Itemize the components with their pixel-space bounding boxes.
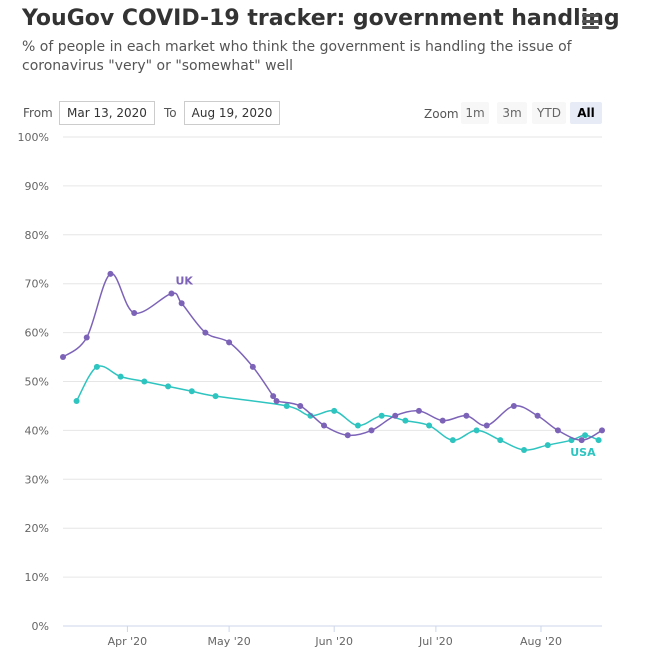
to-date-input[interactable]: Aug 19, 2020 xyxy=(184,101,280,125)
uk-data-point xyxy=(83,334,90,341)
from-label: From xyxy=(23,106,53,120)
uk-data-point xyxy=(178,300,185,307)
uk-data-point xyxy=(463,412,470,419)
uk-data-point xyxy=(344,432,351,439)
usa-data-point xyxy=(426,422,433,429)
zoom-ytd-button[interactable]: YTD xyxy=(532,102,566,124)
usa-data-point xyxy=(331,407,338,414)
usa-data-point xyxy=(378,412,385,419)
uk-data-point xyxy=(226,339,233,346)
y-tick-label: 30% xyxy=(25,473,49,486)
zoom-label: Zoom xyxy=(424,107,459,121)
usa-data-point xyxy=(283,402,290,409)
usa-data-point xyxy=(93,363,100,370)
uk-data-point xyxy=(483,422,490,429)
to-label: To xyxy=(164,106,177,120)
uk-data-point xyxy=(107,270,114,277)
uk-data-point xyxy=(415,407,422,414)
usa-series-line xyxy=(75,365,599,451)
uk-data-point xyxy=(270,393,277,400)
uk-data-point xyxy=(554,427,561,434)
x-tick-label: Aug '20 xyxy=(520,635,562,648)
uk-data-point xyxy=(392,412,399,419)
usa-data-point xyxy=(188,388,195,395)
uk-data-point xyxy=(202,329,209,336)
uk-data-point xyxy=(60,354,66,361)
uk-data-point xyxy=(321,422,328,429)
usa-data-point xyxy=(473,427,480,434)
uk-data-point xyxy=(439,417,446,424)
usa-data-point xyxy=(449,437,456,444)
uk-data-point xyxy=(599,427,605,434)
usa-data-point xyxy=(402,417,409,424)
usa-data-point xyxy=(73,398,80,405)
y-tick-label: 20% xyxy=(25,522,49,535)
usa-series-label: USA xyxy=(570,446,596,459)
y-tick-label: 0% xyxy=(32,620,49,633)
usa-data-point xyxy=(212,393,219,400)
uk-data-point xyxy=(249,363,256,370)
hamburger-menu-icon[interactable] xyxy=(582,14,599,29)
uk-data-point xyxy=(578,437,585,444)
zoom-3m-button[interactable]: 3m xyxy=(497,102,527,124)
uk-data-point xyxy=(368,427,375,434)
usa-data-point xyxy=(582,432,589,439)
y-tick-label: 50% xyxy=(25,376,49,389)
y-tick-label: 100% xyxy=(18,131,49,144)
usa-data-point xyxy=(141,378,148,385)
x-tick-label: Apr '20 xyxy=(108,635,148,648)
uk-data-point xyxy=(131,310,138,317)
zoom-all-button[interactable]: All xyxy=(570,102,602,124)
usa-data-point xyxy=(544,442,551,449)
usa-data-point xyxy=(117,373,124,380)
zoom-1m-button[interactable]: 1m xyxy=(461,102,489,124)
x-tick-label: Jul '20 xyxy=(418,635,453,648)
chart-title: YouGov COVID-19 tracker: government hand… xyxy=(22,6,620,31)
usa-data-point xyxy=(354,422,361,429)
uk-data-point xyxy=(273,398,280,405)
from-date-input[interactable]: Mar 13, 2020 xyxy=(59,101,155,125)
uk-series-line xyxy=(62,273,603,441)
uk-data-point xyxy=(510,402,517,409)
y-tick-label: 90% xyxy=(25,180,49,193)
y-tick-label: 70% xyxy=(25,278,49,291)
y-tick-label: 60% xyxy=(25,327,49,340)
usa-data-point xyxy=(497,437,504,444)
uk-data-point xyxy=(297,402,304,409)
y-tick-label: 10% xyxy=(25,571,49,584)
y-tick-label: 80% xyxy=(25,229,49,242)
x-tick-label: May '20 xyxy=(207,635,250,648)
usa-data-point xyxy=(595,437,602,444)
usa-data-point xyxy=(521,446,528,453)
chart-subtitle: % of people in each market who think the… xyxy=(22,39,572,74)
uk-data-point xyxy=(534,412,541,419)
y-tick-label: 40% xyxy=(25,424,49,437)
uk-series-label: UK xyxy=(175,274,193,287)
usa-data-point xyxy=(165,383,172,390)
uk-data-point xyxy=(168,290,175,297)
x-tick-label: Jun '20 xyxy=(314,635,353,648)
